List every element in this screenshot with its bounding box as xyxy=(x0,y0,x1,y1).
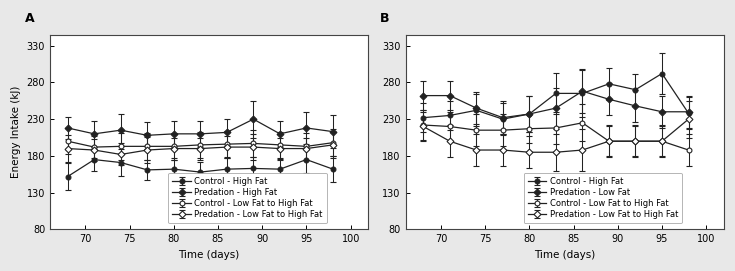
X-axis label: Time (days): Time (days) xyxy=(179,250,240,260)
Legend: Control - High Fat, Predation - Low Fat, Control - Low Fat to High Fat, Predatio: Control - High Fat, Predation - Low Fat,… xyxy=(524,173,682,223)
Legend: Control - High Fat, Predation - High Fat, Control - Low Fat to High Fat, Predati: Control - High Fat, Predation - High Fat… xyxy=(168,173,326,223)
Text: A: A xyxy=(24,12,35,25)
Text: B: B xyxy=(380,12,390,25)
X-axis label: Time (days): Time (days) xyxy=(534,250,595,260)
Y-axis label: Energy Intake (kJ): Energy Intake (kJ) xyxy=(11,86,21,178)
